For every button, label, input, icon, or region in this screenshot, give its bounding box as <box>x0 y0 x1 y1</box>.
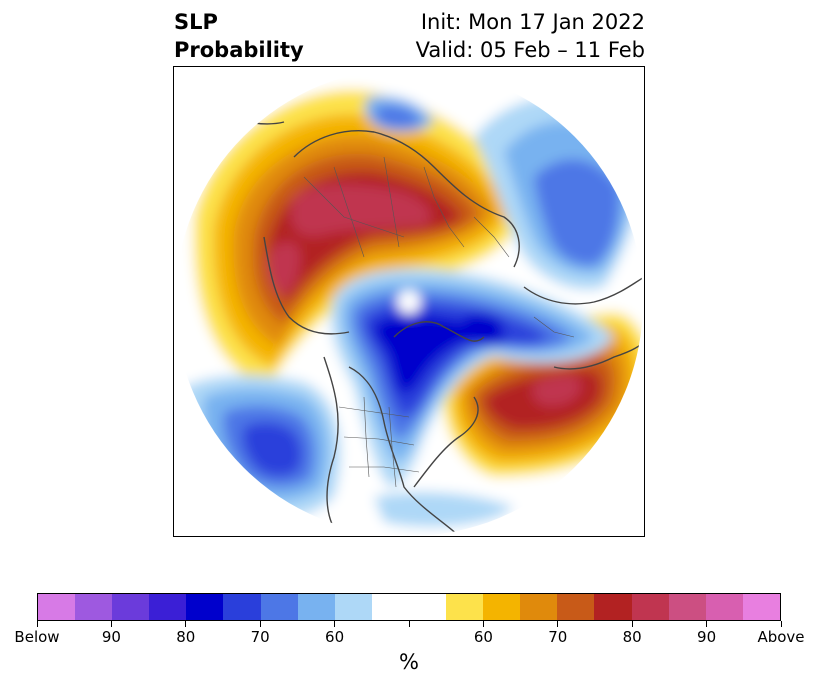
colorbar-tick <box>706 621 708 627</box>
colorbar-tick <box>36 621 38 627</box>
colorbar-tick <box>557 621 559 627</box>
colorbar-tick <box>631 621 633 627</box>
colorbar-tick-label: 90 <box>101 628 121 646</box>
colorbar-segment <box>742 594 780 620</box>
colorbar <box>37 593 781 621</box>
colorbar-segment <box>483 594 521 620</box>
colorbar-tick <box>185 621 187 627</box>
colorbar-tick <box>408 621 410 627</box>
colorbar-segment <box>186 594 224 620</box>
colorbar-segment <box>408 594 447 620</box>
colorbar-segment <box>520 594 558 620</box>
valid-range: Valid: 05 Feb – 11 Feb <box>415 38 645 62</box>
colorbar-segment <box>334 594 372 620</box>
colorbar-segment <box>149 594 187 620</box>
map-svg <box>175 68 643 536</box>
colorbar-segment <box>631 594 669 620</box>
colorbar-segment <box>557 594 595 620</box>
colorbar-segment <box>446 594 484 620</box>
colorbar-tick <box>334 621 336 627</box>
title-variable: SLP <box>174 10 218 34</box>
colorbar-segment <box>297 594 335 620</box>
colorbar-tick-label: 90 <box>697 628 717 646</box>
colorbar-tick-label: 60 <box>325 628 345 646</box>
colorbar-tick-label: 80 <box>176 628 196 646</box>
colorbar-tick <box>259 621 261 627</box>
probability-field <box>175 68 643 536</box>
colorbar-segment <box>371 594 409 620</box>
country-borders <box>303 156 575 488</box>
colorbar-tick <box>780 621 782 627</box>
colorbar-segment <box>705 594 743 620</box>
colorbar-segment <box>594 594 632 620</box>
init-date: Init: Mon 17 Jan 2022 <box>420 10 645 34</box>
colorbar-segment <box>223 594 261 620</box>
colorbar-tick-label: 80 <box>622 628 642 646</box>
colorbar-unit-label: % <box>399 650 419 674</box>
title-right: Init: Mon 17 Jan 2022 Valid: 05 Feb – 11… <box>416 8 645 64</box>
colorbar-tick-label: 60 <box>473 628 493 646</box>
colorbar-tick-label: 70 <box>250 628 270 646</box>
colorbar-tick <box>482 621 484 627</box>
probability-map <box>173 66 645 537</box>
title-left: SLP Probability <box>174 8 304 64</box>
colorbar-tick-label: Above <box>757 628 805 646</box>
colorbar-tick-label: 70 <box>548 628 568 646</box>
colorbar-segment <box>260 594 298 620</box>
colorbar-tick <box>110 621 112 627</box>
colorbar-tick-label: Below <box>14 628 60 646</box>
colorbar-segment <box>112 594 150 620</box>
colorbar-segment <box>75 594 113 620</box>
colorbar-segment <box>668 594 706 620</box>
colorbar-segment <box>38 594 76 620</box>
title-product: Probability <box>174 38 304 62</box>
